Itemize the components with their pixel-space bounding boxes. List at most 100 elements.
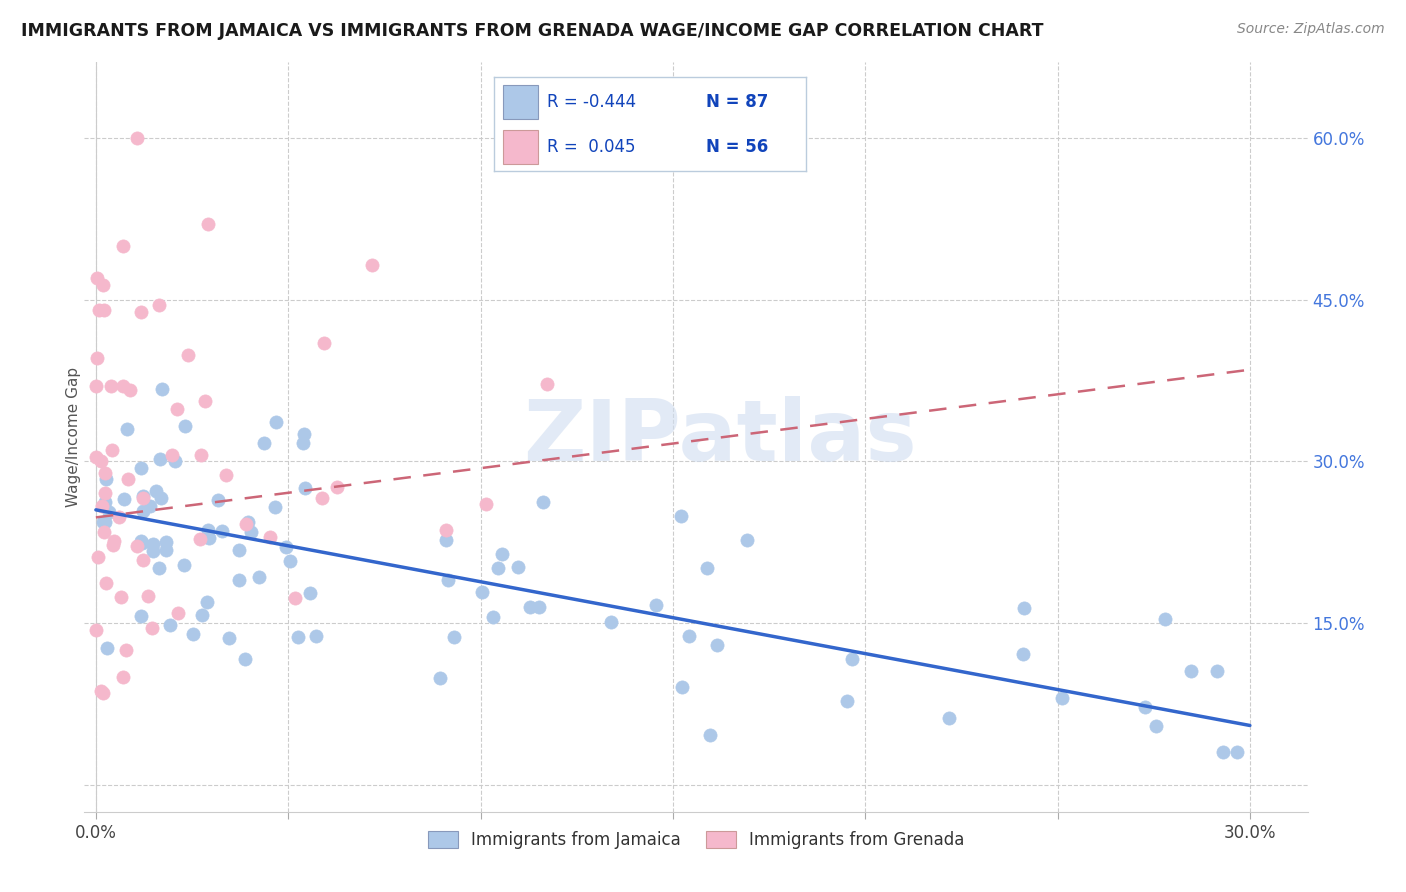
Point (1011, 647, 1033, 661)
Point (101, 442, 124, 457)
Point (228, 573, 250, 587)
Point (1135, 700, 1157, 714)
Point (434, 533, 457, 547)
Point (86, 271, 108, 285)
Point (93, 467, 115, 481)
Point (131, 305, 153, 319)
Point (305, 629, 328, 643)
Point (90, 454, 112, 468)
Point (132, 489, 155, 503)
Point (94, 515, 117, 529)
Point (174, 418, 197, 433)
Point (145, 483, 167, 498)
Point (228, 543, 250, 558)
Point (93, 524, 115, 539)
Point (1154, 612, 1177, 626)
Point (148, 561, 170, 575)
Point (1206, 664, 1229, 678)
Point (475, 497, 498, 511)
Point (264, 500, 287, 514)
Point (97, 505, 120, 519)
Point (194, 393, 217, 408)
Point (491, 547, 513, 561)
Point (141, 621, 163, 635)
Point (87, 550, 110, 565)
Point (274, 540, 297, 554)
Point (218, 631, 240, 645)
Point (90, 684, 112, 698)
Text: Source: ZipAtlas.com: Source: ZipAtlas.com (1237, 22, 1385, 37)
Point (117, 472, 139, 486)
Point (678, 629, 700, 643)
Point (1180, 664, 1202, 678)
Point (103, 538, 125, 552)
Point (287, 630, 309, 644)
Point (735, 533, 758, 547)
Point (103, 534, 125, 549)
Point (112, 378, 135, 392)
Point (506, 560, 529, 574)
Point (696, 561, 718, 575)
Point (247, 569, 270, 583)
Point (127, 540, 149, 554)
Point (284, 591, 307, 605)
Point (191, 608, 214, 623)
Point (443, 631, 465, 645)
Point (211, 524, 233, 538)
Text: IMMIGRANTS FROM JAMAICA VS IMMIGRANTS FROM GRENADA WAGE/INCOME GAP CORRELATION C: IMMIGRANTS FROM JAMAICA VS IMMIGRANTS FR… (21, 22, 1043, 40)
Point (173, 558, 195, 573)
Point (197, 594, 219, 608)
Point (311, 491, 333, 505)
Point (699, 728, 721, 742)
Point (131, 536, 153, 550)
Point (471, 584, 494, 599)
Point (235, 516, 257, 531)
Point (132, 553, 155, 567)
Point (429, 671, 451, 685)
Point (118, 384, 141, 398)
Point (669, 508, 692, 523)
Point (150, 491, 173, 505)
Point (434, 524, 457, 538)
Point (93, 303, 115, 318)
Point (131, 609, 153, 624)
Point (1012, 601, 1035, 615)
Point (112, 238, 135, 252)
Point (112, 491, 135, 506)
Point (94, 472, 117, 486)
Point (110, 590, 132, 604)
Point (91, 686, 114, 700)
Point (127, 131, 149, 145)
Point (437, 573, 460, 587)
Point (600, 615, 623, 629)
Point (100, 379, 122, 393)
Point (239, 524, 262, 539)
Point (149, 452, 172, 467)
Point (706, 638, 728, 652)
Point (671, 681, 693, 695)
Point (938, 711, 960, 725)
Point (132, 491, 155, 505)
Point (155, 535, 177, 549)
Point (314, 336, 336, 351)
Point (86, 351, 108, 365)
Point (644, 599, 666, 613)
Point (131, 534, 153, 549)
Point (84, 450, 107, 464)
Legend: Immigrants from Jamaica, Immigrants from Grenada: Immigrants from Jamaica, Immigrants from… (420, 824, 972, 855)
Point (190, 448, 212, 462)
Point (486, 561, 509, 575)
Point (1212, 746, 1234, 760)
Point (482, 610, 505, 624)
Point (166, 606, 188, 620)
Point (294, 481, 316, 495)
Point (132, 504, 155, 518)
Point (1144, 719, 1167, 733)
Point (215, 468, 238, 483)
Point (1226, 746, 1249, 760)
Point (835, 694, 858, 708)
Point (264, 415, 287, 429)
Point (259, 530, 281, 544)
Point (159, 617, 181, 632)
Point (166, 401, 188, 416)
